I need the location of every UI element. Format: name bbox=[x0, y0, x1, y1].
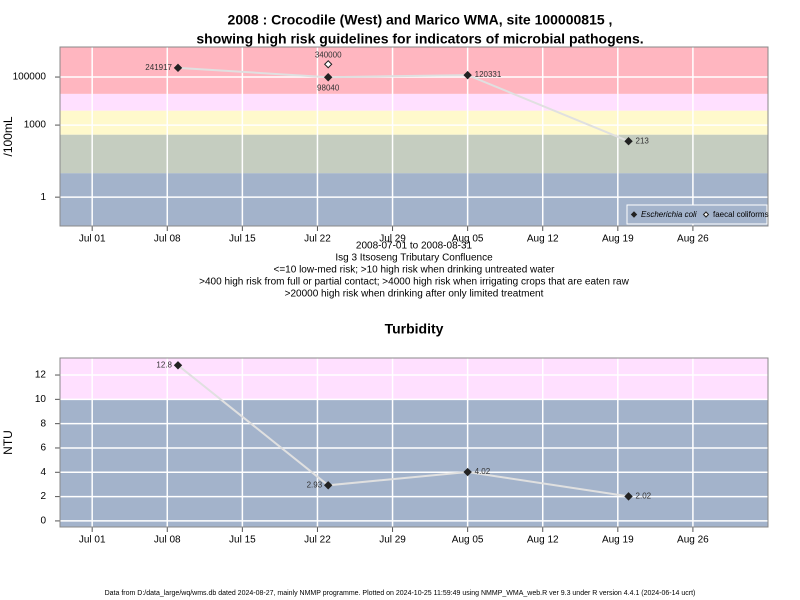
x-tick-label: Aug 19 bbox=[602, 234, 634, 245]
x-tick-label: Jul 29 bbox=[379, 234, 406, 245]
x-tick-label: Aug 05 bbox=[452, 535, 484, 546]
x-tick-label: Aug 19 bbox=[602, 535, 634, 546]
x-tick-label: Jul 08 bbox=[154, 535, 181, 546]
chart-title: showing high risk guidelines for indicat… bbox=[196, 31, 643, 47]
chart-title: Turbidity bbox=[385, 321, 444, 337]
legend-marker bbox=[702, 211, 710, 218]
x-tick-label: Aug 12 bbox=[527, 234, 559, 245]
x-tick-label: Jul 29 bbox=[379, 535, 406, 546]
y-tick-label: 0 bbox=[40, 516, 46, 527]
x-tick-label: Aug 05 bbox=[452, 234, 484, 245]
x-tick-label: Jul 15 bbox=[229, 535, 256, 546]
note: <=10 low-med risk; >10 high risk when dr… bbox=[274, 265, 556, 276]
data-point bbox=[323, 60, 333, 69]
data-label: 120331 bbox=[475, 70, 502, 79]
plot-frame bbox=[59, 46, 769, 227]
y-tick-label: 10 bbox=[35, 394, 47, 405]
x-tick-label: Jul 22 bbox=[304, 234, 331, 245]
y-tick-label: 4 bbox=[40, 467, 46, 478]
risk-band bbox=[60, 110, 768, 135]
x-tick-label: Jul 01 bbox=[79, 535, 106, 546]
x-tick-label: Aug 26 bbox=[677, 535, 709, 546]
data-point bbox=[463, 467, 472, 477]
risk-band bbox=[60, 134, 768, 174]
x-axis-label: Isg 3 Itsoseng Tributary Confluence bbox=[335, 253, 493, 264]
data-label: 213 bbox=[636, 136, 650, 145]
data-point bbox=[624, 137, 633, 146]
risk-band bbox=[60, 399, 768, 527]
series-line bbox=[177, 364, 629, 498]
data-label: 12.8 bbox=[156, 360, 172, 369]
note: >20000 high risk when drinking after onl… bbox=[285, 289, 544, 300]
y-tick-label: 6 bbox=[40, 443, 46, 454]
legend-marker bbox=[630, 211, 638, 218]
y-tick-label: 1 bbox=[40, 192, 46, 203]
plot-frame bbox=[59, 357, 769, 528]
x-tick-label: Jul 01 bbox=[79, 234, 106, 245]
y-tick-label: 2 bbox=[40, 491, 46, 502]
y-tick-label: 100000 bbox=[13, 72, 47, 83]
legend-box bbox=[626, 204, 768, 225]
legend-label: Escherichia coli bbox=[641, 210, 697, 219]
note: >400 high risk from full or partial cont… bbox=[199, 277, 629, 288]
x-tick-label: Jul 22 bbox=[304, 535, 331, 546]
legend-label: faecal coliforms bbox=[713, 210, 769, 219]
risk-band bbox=[60, 93, 768, 111]
data-point bbox=[624, 492, 633, 501]
data-label: 4.02 bbox=[475, 467, 491, 476]
x-tick-label: Aug 26 bbox=[677, 234, 709, 245]
data-label: 340000 bbox=[315, 50, 342, 59]
y-tick-label: 12 bbox=[35, 370, 47, 381]
x-tick-label: Aug 12 bbox=[527, 535, 559, 546]
data-point bbox=[173, 361, 183, 370]
data-point bbox=[323, 481, 333, 490]
data-label: 241917 bbox=[145, 63, 172, 72]
chart-title: 2008 : Crocodile (West) and Marico WMA, … bbox=[228, 12, 613, 28]
y-axis-label: /100mL bbox=[1, 116, 15, 156]
data-point bbox=[463, 70, 472, 80]
x-tick-label: Jul 15 bbox=[229, 234, 256, 245]
data-point bbox=[323, 73, 333, 82]
y-axis-label: NTU bbox=[1, 430, 15, 455]
data-label: 2.02 bbox=[636, 491, 652, 500]
data-label: 2.93 bbox=[307, 480, 323, 489]
series-line bbox=[177, 66, 629, 143]
x-tick-label: Jul 08 bbox=[154, 234, 181, 245]
x-axis-label: 2008-07-01 to 2008-08-31 bbox=[356, 241, 473, 252]
data-label: 98040 bbox=[317, 83, 340, 92]
y-tick-label: 1000 bbox=[24, 120, 47, 131]
data-point bbox=[173, 63, 183, 73]
y-tick-label: 8 bbox=[40, 418, 46, 429]
footer: Data from D:/data_large/wq/wms.db dated … bbox=[105, 590, 696, 597]
